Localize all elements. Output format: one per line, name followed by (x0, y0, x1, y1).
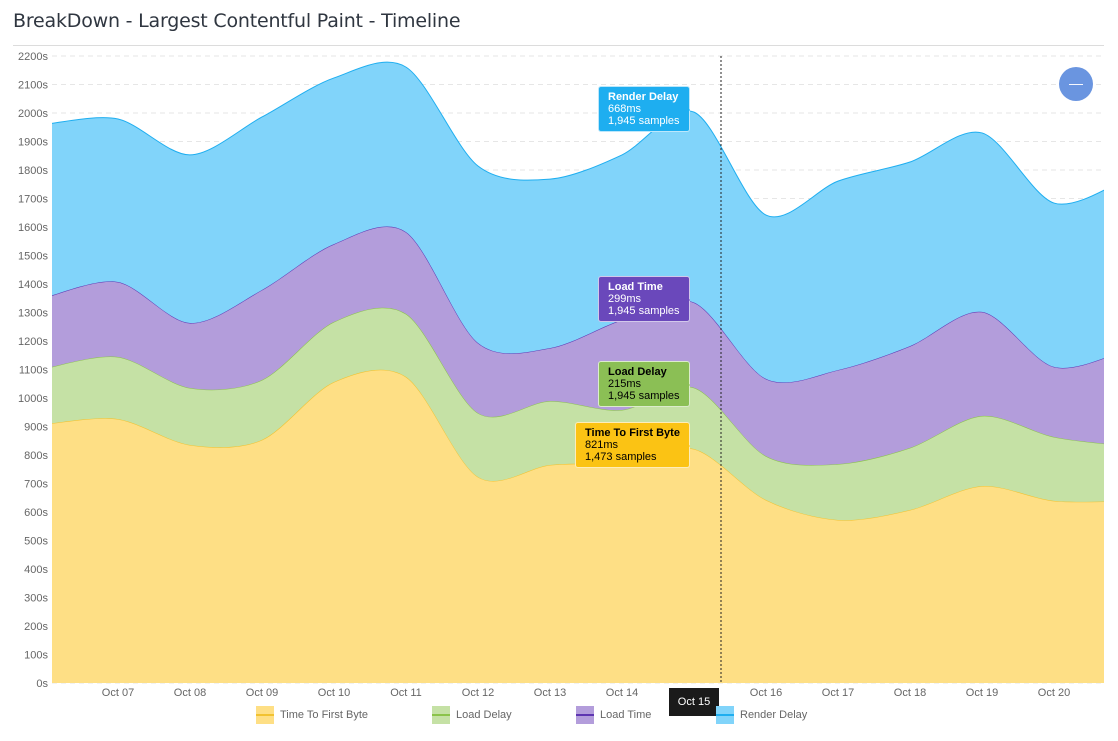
area-time-to-first-byte (52, 369, 1104, 683)
y-tick-label: 1800s (18, 165, 48, 177)
x-tick-label: Oct 18 (894, 687, 926, 699)
tooltip-samples: 1,945 samples (608, 115, 680, 127)
y-tick-label: 1300s (18, 308, 48, 320)
tooltip-time-to-first-byte: Time To First Byte 821ms 1,473 samples (575, 422, 690, 468)
y-tick-label: 900s (24, 422, 48, 434)
x-tick-label: Oct 11 (390, 687, 422, 699)
legend-item-render-delay[interactable]: Render Delay (716, 706, 807, 724)
tooltip-value: 668ms (608, 103, 642, 115)
legend-swatch (576, 706, 594, 724)
y-tick-label: 300s (24, 593, 48, 605)
line-render-delay (52, 61, 1104, 218)
legend-item-time-to-first-byte[interactable]: Time To First Byte (256, 706, 368, 724)
tooltip-series-name: Render Delay (608, 91, 679, 103)
divider (13, 45, 1104, 46)
tooltip-series-name: Load Time (608, 281, 663, 293)
y-tick-label: 100s (24, 650, 48, 662)
tooltip-value: 299ms (608, 293, 642, 305)
y-tick-label: 1900s (18, 137, 48, 149)
legend-label: Render Delay (740, 709, 808, 721)
x-tick-label: Oct 20 (1038, 687, 1070, 699)
tooltip-value: 821ms (585, 439, 619, 451)
legend-label: Load Delay (456, 709, 512, 721)
x-tick-label: Oct 19 (966, 687, 998, 699)
y-tick-label: 1000s (18, 393, 48, 405)
area-load-time (52, 226, 1104, 466)
x-tick-label: Oct 13 (534, 687, 566, 699)
y-tick-label: 500s (24, 536, 48, 548)
y-tick-label: 2100s (18, 80, 48, 92)
minus-icon: — (1069, 75, 1083, 91)
legend-label: Load Time (600, 709, 652, 721)
y-tick-label: 1600s (18, 222, 48, 234)
tooltip-samples: 1,945 samples (608, 390, 680, 402)
x-tick-label: Oct 17 (822, 687, 854, 699)
y-tick-label: 0s (36, 678, 48, 690)
y-tick-label: 1400s (18, 279, 48, 291)
y-tick-label: 1100s (19, 365, 49, 377)
x-tick-label: Oct 14 (606, 687, 638, 699)
tooltip-load-delay: Load Delay 215ms 1,945 samples (598, 361, 690, 407)
y-tick-label: 400s (24, 564, 48, 576)
x-tick-label: Oct 12 (462, 687, 494, 699)
tooltip-value: 215ms (608, 378, 642, 390)
legend-item-load-delay[interactable]: Load Delay (432, 706, 512, 724)
y-tick-label: 200s (24, 621, 48, 633)
y-tick-label: 2200s (18, 51, 48, 63)
y-tick-label: 1700s (18, 194, 48, 206)
legend-label: Time To First Byte (280, 709, 369, 721)
x-tick-label: Oct 10 (318, 687, 350, 699)
tooltip-samples: 1,945 samples (608, 305, 680, 317)
x-axis-hover-label: Oct 15 (669, 688, 719, 716)
tooltip-series-name: Load Delay (608, 366, 667, 378)
x-tick-label: Oct 07 (102, 687, 134, 699)
tooltip-series-name: Time To First Byte (585, 427, 680, 439)
x-tick-label: Oct 08 (174, 687, 206, 699)
tooltip-load-time: Load Time 299ms 1,945 samples (598, 276, 690, 322)
y-tick-label: 800s (24, 450, 48, 462)
area-load-delay (52, 307, 1104, 521)
area-render-delay (52, 62, 1104, 383)
tooltip-render-delay: Render Delay 668ms 1,945 samples (598, 86, 690, 132)
y-tick-label: 1500s (18, 251, 48, 263)
y-tick-label: 1200s (18, 336, 48, 348)
x-tick-label: Oct 16 (750, 687, 782, 699)
plot-area (52, 61, 1104, 683)
tooltip-samples: 1,473 samples (585, 451, 657, 463)
y-tick-label: 700s (24, 479, 48, 491)
collapse-button[interactable]: — (1059, 67, 1093, 101)
y-tick-label: 2000s (18, 108, 48, 120)
legend-item-load-time[interactable]: Load Time (576, 706, 651, 724)
page-title: BreakDown - Largest Contentful Paint - T… (13, 10, 461, 32)
legend-swatch (716, 706, 734, 724)
legend-swatch (256, 706, 274, 724)
legend-swatch (432, 706, 450, 724)
x-tick-label: Oct 09 (246, 687, 278, 699)
y-tick-label: 600s (24, 507, 48, 519)
